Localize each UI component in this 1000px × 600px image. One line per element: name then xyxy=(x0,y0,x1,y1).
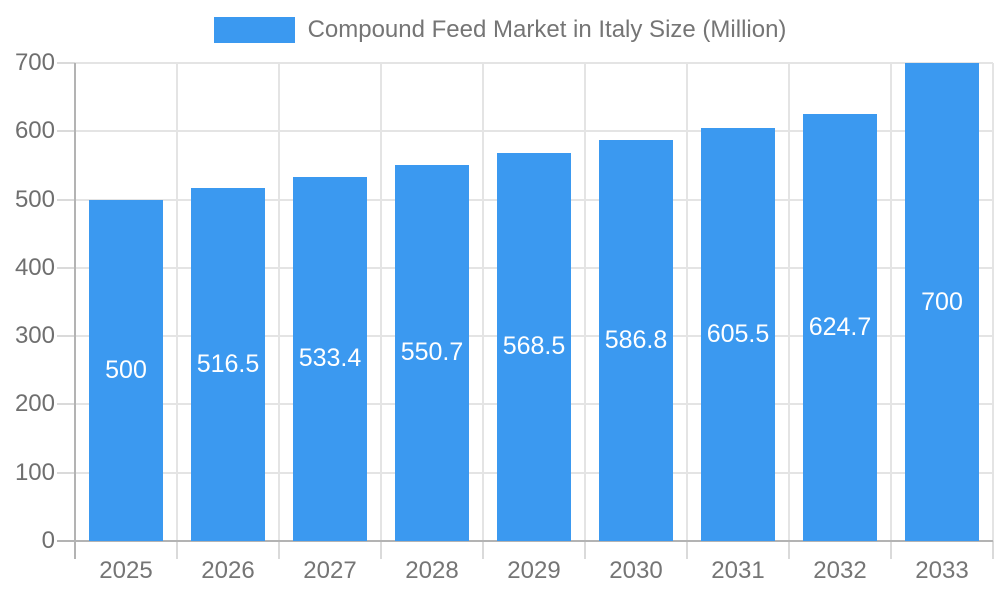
y-axis-tick xyxy=(57,471,75,474)
y-axis-label: 200 xyxy=(14,390,55,418)
x-axis-label: 2030 xyxy=(609,557,663,584)
x-axis-tick xyxy=(482,541,484,559)
x-axis-label: 2031 xyxy=(711,557,765,584)
x-axis-tick xyxy=(176,541,178,559)
legend: Compound Feed Market in Italy Size (Mill… xyxy=(0,16,1000,44)
y-axis-tick xyxy=(57,266,75,269)
x-axis-label: 2033 xyxy=(915,557,969,584)
bar-2032[interactable]: 624.7 xyxy=(803,114,877,541)
y-axis-label: 300 xyxy=(14,322,55,350)
x-axis-label: 2026 xyxy=(201,557,255,584)
bar-value-label: 624.7 xyxy=(808,313,872,342)
v-gridline xyxy=(584,63,586,541)
y-axis-label: 100 xyxy=(14,458,55,486)
y-axis-label: 600 xyxy=(14,117,55,145)
x-axis-tick xyxy=(992,541,994,559)
v-gridline xyxy=(890,63,892,541)
v-gridline xyxy=(482,63,484,541)
y-axis-line xyxy=(74,63,76,559)
x-axis-label: 2028 xyxy=(405,557,459,584)
bar-value-label: 500 xyxy=(105,355,147,384)
y-axis-tick xyxy=(57,335,75,338)
legend-item[interactable]: Compound Feed Market in Italy Size (Mill… xyxy=(213,16,787,44)
y-axis-label: 0 xyxy=(41,527,55,554)
chart-title: Compound Feed Market in Italy Size (Mill… xyxy=(307,16,787,43)
bar-2026[interactable]: 516.5 xyxy=(191,188,265,541)
bar-value-label: 550.7 xyxy=(400,338,464,367)
x-axis-tick xyxy=(278,541,280,559)
bar-2027[interactable]: 533.4 xyxy=(293,176,367,541)
x-axis-line xyxy=(57,540,993,542)
x-axis-label: 2029 xyxy=(507,557,561,584)
x-axis-tick xyxy=(584,541,586,559)
bar-2025[interactable]: 500 xyxy=(89,199,163,541)
bar-2029[interactable]: 568.5 xyxy=(497,152,571,541)
v-gridline xyxy=(176,63,178,541)
bar-2028[interactable]: 550.7 xyxy=(395,164,469,541)
v-gridline xyxy=(788,63,790,541)
v-gridline xyxy=(278,63,280,541)
bar-value-label: 568.5 xyxy=(502,332,566,361)
x-axis-tick xyxy=(788,541,790,559)
h-gridline xyxy=(75,62,993,64)
y-axis-label: 700 xyxy=(14,49,55,76)
y-axis-tick xyxy=(57,198,75,201)
legend-swatch-icon xyxy=(213,17,295,43)
x-axis-tick xyxy=(686,541,688,559)
x-axis-tick xyxy=(380,541,382,559)
x-axis-label: 2027 xyxy=(303,557,357,584)
x-axis-label: 2032 xyxy=(813,557,867,584)
x-axis-tick xyxy=(890,541,892,559)
y-axis-tick xyxy=(57,62,75,64)
bar-value-label: 533.4 xyxy=(298,344,362,373)
y-axis-label: 400 xyxy=(14,253,55,281)
bar-value-label: 586.8 xyxy=(604,326,668,355)
bar-2031[interactable]: 605.5 xyxy=(701,127,775,541)
y-axis-tick xyxy=(57,130,75,133)
bar-2030[interactable]: 586.8 xyxy=(599,140,673,541)
bar-2033[interactable]: 700 xyxy=(905,63,979,541)
bar-value-label: 516.5 xyxy=(196,350,260,379)
v-gridline xyxy=(380,63,382,541)
v-gridline xyxy=(992,63,994,541)
bar-value-label: 700 xyxy=(921,287,963,316)
x-axis-label: 2025 xyxy=(99,557,153,584)
y-axis-tick xyxy=(57,403,75,406)
v-gridline xyxy=(686,63,688,541)
bar-value-label: 605.5 xyxy=(706,319,770,348)
y-axis-label: 500 xyxy=(14,185,55,213)
